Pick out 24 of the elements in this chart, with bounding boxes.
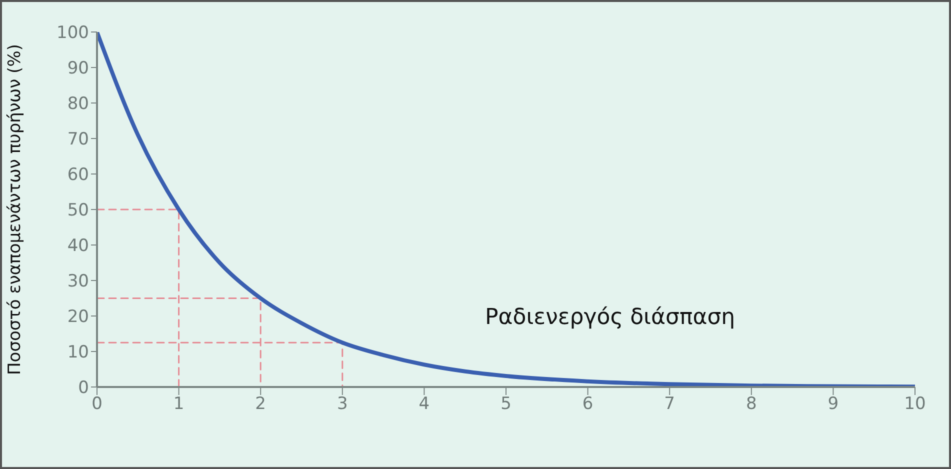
y-tick-label: 20 (67, 307, 89, 328)
x-tick-label: 7 (664, 394, 676, 414)
y-tick-label: 90 (67, 58, 89, 79)
x-tick-label: 8 (746, 394, 757, 414)
y-axis-title: Ποσοστό εναπομενάντων πυρήνων (%) (5, 44, 26, 375)
y-tick-label: 0 (78, 378, 89, 398)
y-tick-label: 30 (67, 272, 89, 292)
annotation: Ραδιενεργός διάσπαση (485, 305, 736, 330)
x-tick-label: 10 (904, 394, 926, 414)
x-tick-label: 1 (173, 394, 184, 414)
y-tick-label: 60 (67, 165, 89, 186)
y-tick-label: 80 (67, 94, 89, 114)
y-tick-label: 40 (67, 236, 89, 256)
y-tick-label: 100 (56, 23, 89, 44)
x-tick-label: 9 (828, 394, 839, 414)
x-tick-label: 4 (418, 394, 430, 414)
x-tick-label: 3 (336, 394, 348, 414)
y-tick-label: 50 (67, 200, 89, 221)
y-tick-label: 70 (67, 130, 89, 150)
y-tick-label: 10 (67, 342, 89, 363)
x-tick-label: 0 (92, 394, 102, 414)
x-tick-label: 2 (255, 394, 266, 414)
x-tick-label: 6 (582, 394, 594, 414)
x-tick-label: 5 (500, 394, 512, 414)
